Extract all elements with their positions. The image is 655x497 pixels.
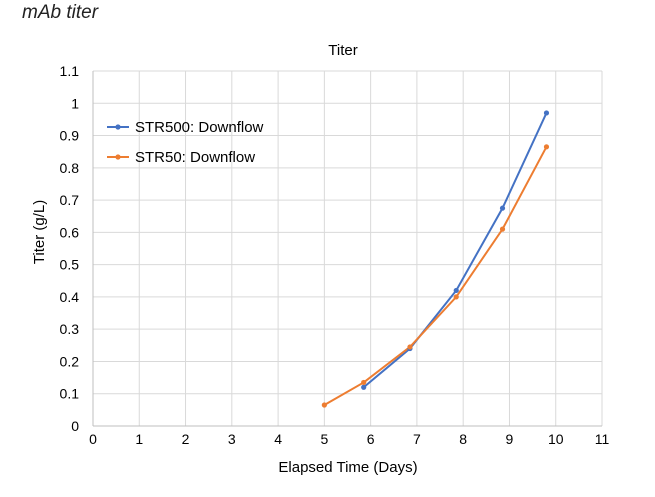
legend-label: STR50: Downflow bbox=[135, 149, 255, 166]
y-tick-label: 0.6 bbox=[60, 224, 80, 240]
page-heading: mAb titer bbox=[22, 2, 99, 23]
y-tick-label: 0.5 bbox=[60, 257, 80, 273]
series-points bbox=[321, 110, 550, 408]
y-tick-label: 0 bbox=[71, 418, 79, 434]
data-point bbox=[407, 344, 413, 350]
x-tick-label: 8 bbox=[459, 431, 467, 447]
series-line-1 bbox=[323, 146, 548, 406]
y-tick-label: 0.9 bbox=[60, 128, 80, 144]
data-point bbox=[361, 379, 367, 386]
x-tick-label: 7 bbox=[413, 431, 421, 447]
data-point bbox=[543, 110, 550, 116]
y-tick-label: 0.7 bbox=[60, 192, 80, 208]
x-tick-label: 0 bbox=[89, 431, 97, 447]
y-tick-label: 0.3 bbox=[60, 321, 80, 337]
x-tick-label: 5 bbox=[320, 431, 328, 447]
data-point bbox=[453, 287, 459, 294]
y-tick-label: 0.4 bbox=[60, 289, 80, 305]
legend: STR500: Downflow STR50: Downflow bbox=[107, 119, 264, 166]
x-tick-label: 11 bbox=[595, 431, 610, 447]
data-point bbox=[543, 144, 550, 150]
x-tick-label: 10 bbox=[548, 431, 564, 447]
x-tick-label: 3 bbox=[228, 431, 236, 447]
x-axis-label: Elapsed Time (Days) bbox=[278, 459, 417, 476]
chart-title: Titer bbox=[328, 42, 357, 59]
data-point bbox=[499, 226, 506, 232]
y-axis-label: Titer (g/L) bbox=[31, 200, 48, 264]
x-tick-label: 2 bbox=[182, 431, 190, 447]
y-tick-label: 1.1 bbox=[60, 63, 80, 79]
x-tick-label: 6 bbox=[367, 431, 375, 447]
x-tick-label: 1 bbox=[135, 431, 143, 447]
data-point bbox=[453, 294, 459, 300]
grid-lines bbox=[92, 70, 603, 427]
legend-swatch-marker bbox=[115, 124, 121, 130]
legend-label: STR500: Downflow bbox=[135, 119, 264, 136]
x-tick-label: 4 bbox=[274, 431, 282, 447]
series-line-0 bbox=[363, 112, 548, 389]
x-tick-label: 9 bbox=[506, 431, 514, 447]
y-tick-label: 0.1 bbox=[60, 386, 80, 402]
data-point bbox=[321, 402, 327, 408]
data-point bbox=[361, 384, 367, 390]
y-tick-label: 0.8 bbox=[60, 160, 80, 176]
legend-swatch-marker bbox=[115, 154, 121, 160]
y-tick-label: 0.2 bbox=[60, 353, 80, 369]
data-point bbox=[499, 205, 506, 211]
y-tick-label: 1 bbox=[71, 95, 79, 111]
tick-labels: 0 0.1 0.2 0.3 0.4 0.5 0.6 0.7 0.8 0.9 1 1.1 0 1 2 3 4 5 6 7… bbox=[60, 63, 610, 447]
